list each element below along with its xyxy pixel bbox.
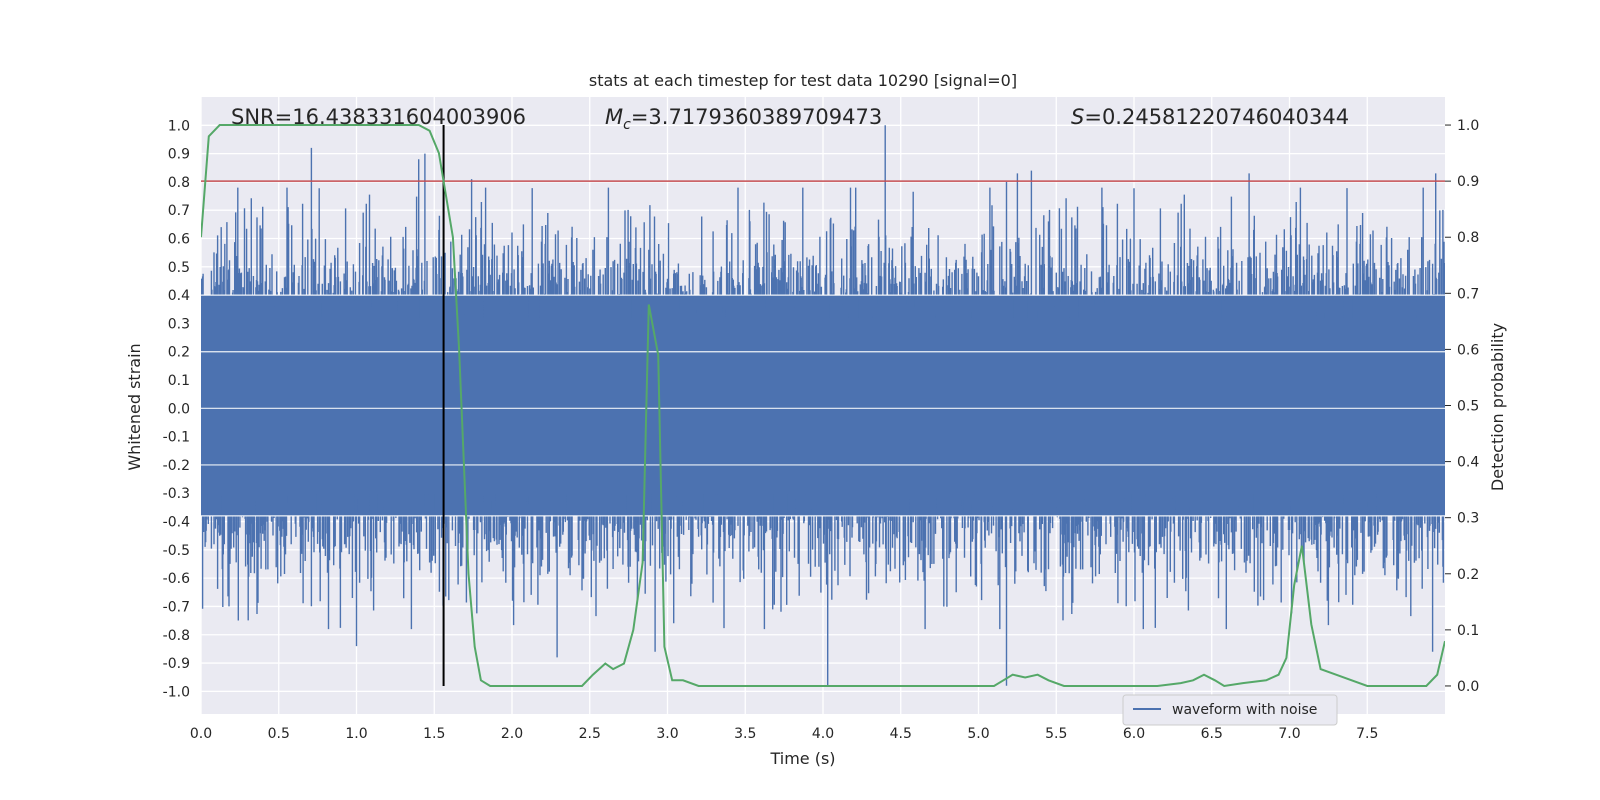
x-tick-label: 2.5: [579, 726, 601, 742]
y-tick-label-left: 0.7: [168, 203, 190, 219]
y-tick-label-left: -0.3: [163, 486, 190, 502]
y-tick-label-left: 0.8: [168, 175, 190, 191]
x-tick-label: 3.0: [656, 726, 678, 742]
legend-label: waveform with noise: [1172, 702, 1317, 718]
x-tick-label: 0.0: [190, 726, 212, 742]
y-axis-ticks-left: -1.0 -0.9 -0.8 -0.7 -0.6 -0.5 -0.4 -0.3 -0.2 -0.1…: [163, 118, 190, 700]
y-axis-ticks-right: 0.0 0.1 0.2 0.3 0.4 0.5 0.6 0.7 0.8 0.9 1.0: [1445, 118, 1479, 695]
s-annotation: S=0.24581220746040344: [1071, 105, 1349, 129]
chirp-mass-subscript: c: [623, 117, 631, 133]
y-tick-label-right: 0.0: [1457, 679, 1479, 695]
y-tick-label-left: -0.8: [163, 628, 190, 644]
y-tick-label-left: -1.0: [163, 684, 190, 700]
x-tick-label: 4.0: [812, 726, 834, 742]
chirp-mass-symbol: M: [605, 105, 623, 129]
x-axis-ticks: 0.0 0.5 1.0 1.5 2.0 2.5 3.0 3.5 4.0 4.5 5.0 5.5 6.0 6…: [190, 726, 1379, 742]
snr-annotation: SNR=16.438331604003906: [231, 105, 526, 129]
y-tick-label-left: 0.2: [168, 345, 190, 361]
x-tick-label: 2.0: [501, 726, 523, 742]
y-tick-label-left: -0.7: [163, 599, 190, 615]
waveform-series: [201, 125, 1445, 686]
y-tick-label-left: -0.9: [163, 656, 190, 672]
s-value: =0.24581220746040344: [1084, 105, 1349, 129]
y-tick-label-left: 0.5: [168, 260, 190, 276]
x-tick-label: 6.0: [1123, 726, 1145, 742]
chirp-mass-annotation: Mc=3.7179360389709473: [605, 105, 882, 133]
y-tick-label-right: 0.8: [1457, 230, 1479, 246]
x-tick-label: 7.0: [1278, 726, 1300, 742]
x-tick-label: 6.5: [1201, 726, 1223, 742]
y-tick-label-left: 0.0: [168, 401, 190, 417]
chirp-mass-value: =3.7179360389709473: [631, 105, 882, 129]
x-tick-label: 7.5: [1356, 726, 1378, 742]
x-tick-label: 5.5: [1045, 726, 1067, 742]
y-tick-label-left: -0.1: [163, 430, 190, 446]
s-symbol: S: [1071, 105, 1084, 129]
y-tick-label-left: -0.2: [163, 458, 190, 474]
x-tick-label: 4.5: [890, 726, 912, 742]
x-tick-label: 5.0: [967, 726, 989, 742]
legend: waveform with noise: [1122, 694, 1338, 726]
y-tick-label-left: 0.9: [168, 147, 190, 163]
y-axis-label-right: Detection probability: [1488, 323, 1507, 491]
x-tick-label: 0.5: [268, 726, 290, 742]
y-tick-label-left: -0.6: [163, 571, 190, 587]
y-tick-label-right: 0.3: [1457, 511, 1479, 527]
y-axis-label-left: Whitened strain: [125, 343, 144, 470]
y-tick-label-left: 0.6: [168, 232, 190, 248]
y-tick-label-right: 0.4: [1457, 455, 1479, 471]
y-tick-label-right: 0.1: [1457, 623, 1479, 639]
detection-probability-series: [201, 124, 1445, 688]
x-axis-label: Time (s): [769, 749, 835, 768]
x-tick-label: 1.0: [345, 726, 367, 742]
y-tick-label-left: 0.3: [168, 316, 190, 332]
y-tick-label-right: 0.7: [1457, 286, 1479, 302]
y-tick-label-left: -0.5: [163, 543, 190, 559]
y-tick-label-right: 1.0: [1457, 118, 1479, 134]
waveform-trace: [201, 125, 1445, 686]
y-tick-label-left: -0.4: [163, 515, 190, 531]
y-tick-label-left: 0.1: [168, 373, 190, 389]
y-tick-label-right: 0.5: [1457, 399, 1479, 415]
x-tick-label: 1.5: [423, 726, 445, 742]
chart-title: stats at each timestep for test data 102…: [589, 71, 1017, 90]
legend-box: [1122, 694, 1338, 726]
y-tick-label-left: 0.4: [168, 288, 190, 304]
y-tick-label-right: 0.9: [1457, 174, 1479, 190]
y-tick-label-left: 1.0: [168, 118, 190, 134]
y-tick-label-right: 0.2: [1457, 567, 1479, 583]
x-tick-label: 3.5: [734, 726, 756, 742]
y-tick-label-right: 0.6: [1457, 342, 1479, 358]
